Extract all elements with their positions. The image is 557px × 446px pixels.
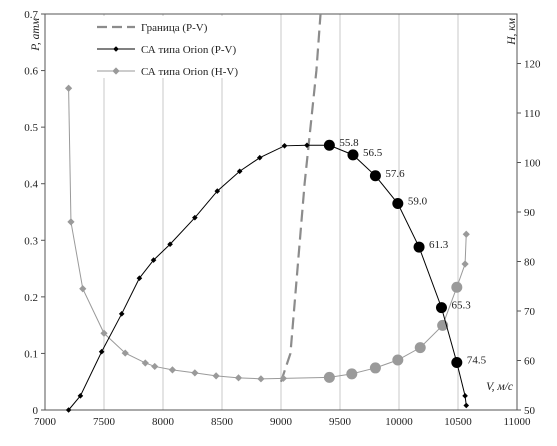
altitude-annotation: 55.8 <box>339 137 359 149</box>
orion-pv-point <box>98 348 105 355</box>
orion-hv-point <box>121 349 129 357</box>
orion-pv-point <box>304 142 310 149</box>
x-tick-label: 10000 <box>385 416 413 428</box>
series-line-orion-hv <box>68 88 467 380</box>
y-left-tick-label: 0.2 <box>24 292 38 304</box>
orion-hv-point <box>191 369 199 377</box>
orion-hv-point <box>168 366 177 374</box>
orion-hv-point-large <box>451 281 463 293</box>
x-tick-label: 9000 <box>270 416 293 428</box>
x-tick-label: 8000 <box>152 416 175 428</box>
orion-pv-point <box>236 168 243 175</box>
orion-pv-point <box>136 275 143 281</box>
orion-pv-point-large <box>323 139 335 151</box>
x-tick-label: 9500 <box>329 416 352 428</box>
y-left-tick-label: 0.1 <box>24 348 38 360</box>
y-axis-right-label: H, км <box>506 17 518 45</box>
orion-pv-point <box>256 154 263 161</box>
y-left-tick-label: 0.7 <box>24 9 38 21</box>
x-tick-label: 10500 <box>444 416 472 428</box>
y-right-tick-label: 80 <box>524 257 536 269</box>
orion-hv-point <box>234 374 243 382</box>
y-left-tick-label: 0.4 <box>24 179 38 191</box>
orion-pv-point <box>118 311 125 317</box>
orion-pv-point <box>167 241 173 248</box>
altitude-annotation: 56.5 <box>363 147 383 159</box>
orion-hv-point <box>65 84 73 92</box>
legend-label: СА типа Orion (P-V) <box>141 44 236 56</box>
orion-pv-point-large <box>369 170 381 182</box>
ticks-layer: 7000 7500 8000 8500 9000 9500 10000 10500 11000 0… <box>24 9 541 428</box>
x-tick-label: 7000 <box>34 416 57 428</box>
y-right-tick-label: 70 <box>524 306 536 318</box>
orion-pv-point-large <box>451 356 463 368</box>
orion-pv-point <box>281 143 288 149</box>
legend-box <box>93 16 269 78</box>
annotation-layer: 55.8 56.557.6 59.0 61.3 65.3 74.5 <box>339 137 486 366</box>
orion-hv-point <box>141 359 149 367</box>
orion-pv-point <box>150 257 157 263</box>
y-left-tick-label: 0 <box>33 405 39 417</box>
orion-hv-point-large <box>346 368 358 380</box>
legend-marker-orion-pv <box>113 46 119 52</box>
orion-hv-point <box>212 372 220 380</box>
orion-pv-point <box>463 402 470 409</box>
orion-pv-point <box>192 214 198 221</box>
y-right-tick-label: 50 <box>524 405 536 417</box>
series-layer <box>65 13 470 413</box>
orion-hv-point <box>100 329 108 337</box>
y-right-tick-label: 120 <box>524 59 541 71</box>
legend-label: СА типа Orion (H-V) <box>141 66 238 78</box>
legend-label: Граница (P-V) <box>141 22 208 34</box>
orion-hv-point <box>461 260 469 268</box>
y-right-tick-label: 60 <box>524 356 536 368</box>
orion-hv-point <box>279 374 287 382</box>
orion-hv-point-large <box>392 354 404 366</box>
legend: Граница (P-V) СА типа Orion (P-V) СА типа … <box>93 16 269 78</box>
series-line-orion-pv <box>68 144 467 411</box>
series-line-boundary <box>279 13 322 383</box>
orion-hv-point-large <box>323 371 335 383</box>
orion-hv-point <box>462 230 470 238</box>
y-left-tick-label: 0.3 <box>24 235 38 247</box>
orion-hv-point-large <box>414 342 426 354</box>
altitude-annotation: 74.5 <box>467 354 487 366</box>
grid-layer <box>103 14 459 410</box>
orion-pv-point-large <box>413 241 425 253</box>
orion-hv-point <box>151 362 159 371</box>
altitude-annotation: 57.6 <box>385 168 405 180</box>
x-tick-label: 11000 <box>503 416 531 428</box>
y-right-tick-label: 110 <box>524 108 541 120</box>
altitude-annotation: 59.0 <box>408 196 428 208</box>
orion-pv-point <box>462 393 468 399</box>
altitude-annotation: 65.3 <box>451 300 471 312</box>
x-tick-label: 8500 <box>211 416 234 428</box>
orion-hv-point <box>79 285 87 293</box>
y-right-tick-label: 100 <box>524 158 541 170</box>
y-axis-left-label: P, атм <box>30 17 42 51</box>
y-left-tick-label: 0.6 <box>24 66 38 78</box>
legend-marker-orion-hv <box>112 67 120 75</box>
orion-pv-point-large <box>392 198 404 210</box>
orion-hv-point <box>257 375 265 383</box>
orion-pv-point <box>77 393 84 399</box>
altitude-annotation: 61.3 <box>429 239 449 251</box>
y-right-tick-label: 90 <box>524 207 536 219</box>
orion-hv-point-large <box>369 362 381 374</box>
x-tick-label: 7500 <box>93 416 116 428</box>
x-axis-label: V, м/с <box>486 381 513 393</box>
orion-hv-point <box>67 218 75 226</box>
orion-pv-point-large <box>347 149 359 161</box>
orion-pv-point-large <box>435 302 447 314</box>
legend-items: Граница (P-V) СА типа Orion (P-V) СА типа … <box>97 22 238 78</box>
orion-pv-point <box>65 407 72 413</box>
orion-pv-point <box>214 188 221 194</box>
y-left-tick-label: 0.5 <box>24 122 38 134</box>
